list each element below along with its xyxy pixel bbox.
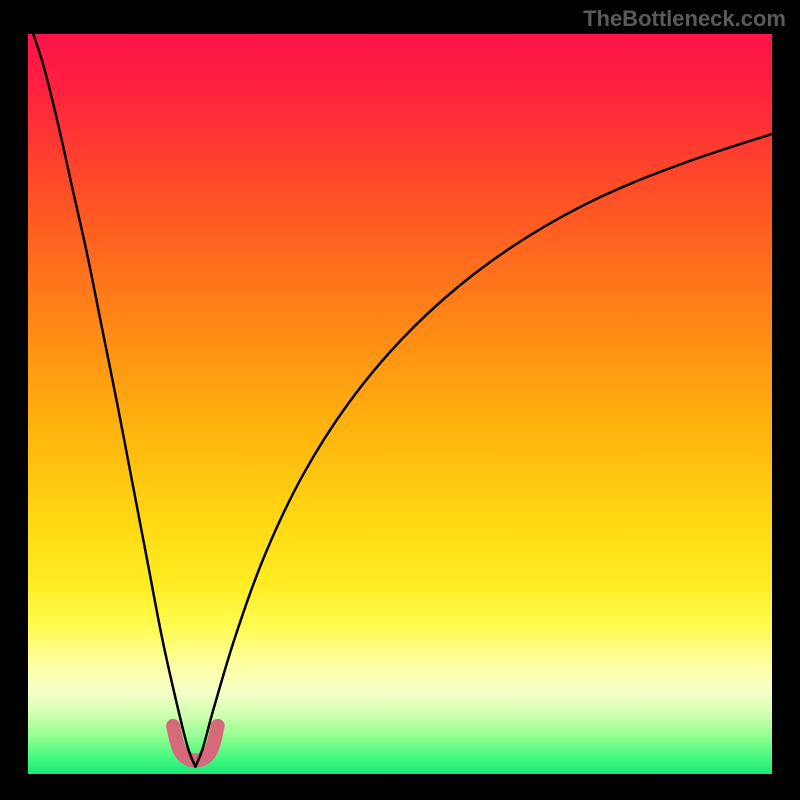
bottleneck-curve — [28, 34, 772, 774]
watermark-text: TheBottleneck.com — [583, 6, 786, 32]
curve-left-arm — [28, 34, 195, 767]
optimal-range-marker — [173, 726, 218, 761]
curve-right-arm — [195, 134, 772, 767]
plot-area — [28, 34, 772, 774]
